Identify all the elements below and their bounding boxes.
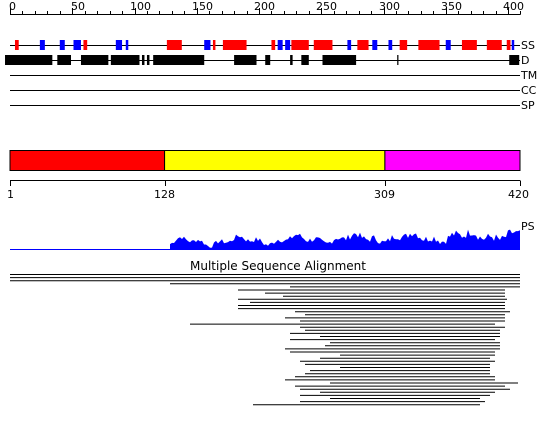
helix-mark xyxy=(461,40,477,50)
disorder-mark xyxy=(509,55,520,65)
helix-mark xyxy=(357,40,369,50)
strand-mark xyxy=(347,40,352,50)
helix-mark xyxy=(222,40,247,50)
disorder-mark xyxy=(265,55,271,65)
ruler-label-350: 350 xyxy=(441,0,462,13)
domain-tick-label-128: 128 xyxy=(154,188,175,201)
helix-mark xyxy=(418,40,440,50)
ruler-label-150: 150 xyxy=(192,0,213,13)
strand-mark xyxy=(73,40,81,50)
domain-segment xyxy=(164,150,386,171)
disorder-mark xyxy=(57,55,72,65)
helix-mark xyxy=(271,40,276,50)
secondary-structure-track xyxy=(14,40,515,50)
domain-axis xyxy=(10,180,521,186)
ps-profile-track xyxy=(10,229,520,250)
helix-mark xyxy=(313,40,333,50)
ruler-label-50: 50 xyxy=(71,0,85,13)
helix-mark xyxy=(506,40,511,50)
helix-mark xyxy=(14,40,19,50)
track-label-ss: SS xyxy=(521,39,535,52)
disorder-mark xyxy=(301,55,309,65)
track-label-d: D xyxy=(521,54,530,67)
strand-mark xyxy=(39,40,45,50)
domain-segment xyxy=(384,150,521,171)
helix-mark xyxy=(399,40,408,50)
strand-mark xyxy=(277,40,283,50)
ruler-label-100: 100 xyxy=(130,0,151,13)
helix-mark xyxy=(83,40,88,50)
ruler-label-300: 300 xyxy=(379,0,400,13)
strand-mark xyxy=(204,40,211,50)
strand-mark xyxy=(511,40,515,50)
helix-mark xyxy=(212,40,216,50)
strand-mark xyxy=(445,40,451,50)
ruler-label-200: 200 xyxy=(254,0,275,13)
domain-bar xyxy=(9,150,521,171)
strand-mark xyxy=(59,40,65,50)
helix-mark xyxy=(166,40,182,50)
domain-tick-label-309: 309 xyxy=(374,188,395,201)
track-label-tm: TM xyxy=(521,69,538,82)
track-label-sp: SP xyxy=(521,99,535,112)
domain-segment xyxy=(9,150,166,171)
disorder-mark xyxy=(397,55,399,65)
disorder-mark xyxy=(5,55,53,65)
disorder-mark xyxy=(322,55,357,65)
ruler-label-250: 250 xyxy=(316,0,337,13)
strand-mark xyxy=(125,40,129,50)
helix-mark xyxy=(291,40,309,50)
disorder-mark xyxy=(80,55,109,65)
disorder-mark xyxy=(234,55,257,65)
disorder-mark xyxy=(110,55,140,65)
sequence-alignment xyxy=(10,274,520,406)
strand-mark xyxy=(372,40,378,50)
ps-label: PS xyxy=(521,220,535,233)
disorder-mark xyxy=(290,55,293,65)
msa-title: Multiple Sequence Alignment xyxy=(190,259,366,273)
disorder-mark xyxy=(141,55,145,65)
disorder-mark xyxy=(146,55,150,65)
strand-mark xyxy=(388,40,393,50)
disorder-mark xyxy=(153,55,205,65)
track-baselines xyxy=(10,45,520,106)
domain-tick-label-420: 420 xyxy=(508,188,529,201)
ruler-label-0: 0 xyxy=(9,0,16,13)
strand-mark xyxy=(115,40,123,50)
position-ruler xyxy=(10,8,521,15)
disorder-track xyxy=(5,55,520,65)
ruler-label-400: 400 xyxy=(503,0,524,13)
ps-area xyxy=(170,229,520,249)
strand-mark xyxy=(285,40,291,50)
track-label-cc: CC xyxy=(521,84,537,97)
domain-tick-label-1: 1 xyxy=(7,188,14,201)
helix-mark xyxy=(486,40,502,50)
